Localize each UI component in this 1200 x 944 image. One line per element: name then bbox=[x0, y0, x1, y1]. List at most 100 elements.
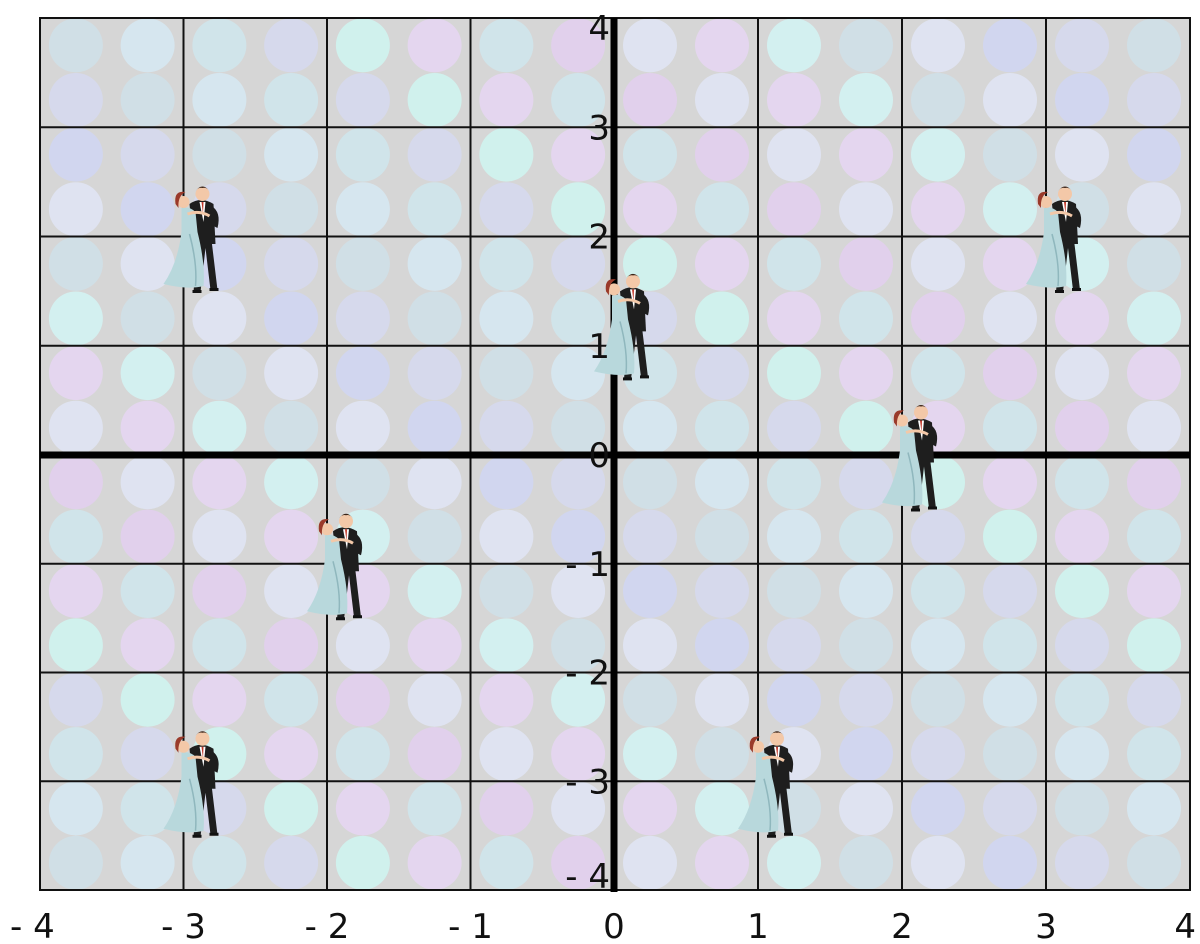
background-dot bbox=[264, 346, 319, 401]
background-dot bbox=[48, 72, 103, 127]
background-dot bbox=[120, 72, 175, 127]
background-dot bbox=[335, 346, 390, 401]
background-dot bbox=[48, 346, 103, 401]
background-dot bbox=[1127, 346, 1181, 401]
background-dot bbox=[695, 72, 749, 127]
background-dot bbox=[911, 72, 965, 127]
background-dot bbox=[120, 346, 175, 401]
background-dot bbox=[1055, 400, 1109, 455]
background-dot bbox=[1127, 455, 1181, 510]
background-dot bbox=[1127, 618, 1181, 673]
background-dot bbox=[695, 835, 749, 890]
background-dot bbox=[551, 672, 606, 727]
background-dot bbox=[407, 400, 462, 455]
background-dot bbox=[911, 236, 965, 291]
background-dot bbox=[1127, 400, 1181, 455]
background-dot bbox=[623, 455, 677, 510]
background-dot bbox=[623, 618, 677, 673]
background-dot bbox=[407, 127, 462, 182]
background-dot bbox=[407, 727, 462, 782]
background-dot bbox=[264, 236, 319, 291]
y-tick-label: 3 bbox=[588, 108, 610, 148]
y-tick-label: 0 bbox=[588, 436, 610, 476]
background-dot bbox=[407, 291, 462, 346]
y-tick-label: 2 bbox=[588, 218, 610, 258]
background-dot bbox=[479, 127, 534, 182]
background-dot bbox=[264, 72, 319, 127]
background-dot bbox=[1127, 563, 1181, 618]
x-tick-label: - 1 bbox=[448, 907, 493, 944]
background-dot bbox=[551, 127, 606, 182]
background-dot bbox=[983, 236, 1037, 291]
background-dot bbox=[407, 618, 462, 673]
background-dot bbox=[407, 18, 462, 73]
background-dot bbox=[192, 400, 247, 455]
background-dot bbox=[192, 72, 247, 127]
background-dot bbox=[192, 509, 247, 564]
background-dot bbox=[407, 72, 462, 127]
background-dot bbox=[983, 563, 1037, 618]
background-dot bbox=[839, 72, 893, 127]
background-dot bbox=[1055, 72, 1109, 127]
background-dot bbox=[983, 618, 1037, 673]
background-dot bbox=[551, 291, 606, 346]
background-dot bbox=[1127, 236, 1181, 291]
background-dot bbox=[407, 835, 462, 890]
background-dot bbox=[479, 72, 534, 127]
background-dot bbox=[983, 346, 1037, 401]
background-dot bbox=[911, 291, 965, 346]
background-dot bbox=[1127, 18, 1181, 73]
background-dot bbox=[120, 672, 175, 727]
background-dot bbox=[479, 346, 534, 401]
background-dot bbox=[695, 618, 749, 673]
background-dot bbox=[1127, 127, 1181, 182]
background-dot bbox=[479, 236, 534, 291]
y-tick-label: - 2 bbox=[565, 654, 610, 694]
background-dot bbox=[1055, 672, 1109, 727]
background-dot bbox=[551, 72, 606, 127]
background-dot bbox=[695, 182, 749, 237]
background-dot bbox=[120, 18, 175, 73]
background-dot bbox=[48, 618, 103, 673]
background-dot bbox=[695, 346, 749, 401]
background-dot bbox=[695, 672, 749, 727]
background-dot bbox=[911, 618, 965, 673]
x-tick-label: - 2 bbox=[305, 907, 350, 944]
background-dot bbox=[983, 400, 1037, 455]
background-dot bbox=[983, 835, 1037, 890]
background-dot bbox=[120, 291, 175, 346]
background-dot bbox=[911, 672, 965, 727]
background-dot bbox=[767, 346, 821, 401]
background-dot bbox=[983, 672, 1037, 727]
background-dot bbox=[911, 727, 965, 782]
background-dot bbox=[839, 400, 893, 455]
background-dot bbox=[192, 346, 247, 401]
background-dot bbox=[264, 455, 319, 510]
x-tick-label: 1 bbox=[747, 907, 769, 944]
background-dot bbox=[1127, 291, 1181, 346]
background-dot bbox=[1055, 563, 1109, 618]
background-dot bbox=[335, 727, 390, 782]
background-dot bbox=[120, 236, 175, 291]
background-dot bbox=[983, 18, 1037, 73]
background-dot bbox=[120, 182, 175, 237]
background-dot bbox=[48, 236, 103, 291]
background-dot bbox=[911, 509, 965, 564]
x-tick-label: 0 bbox=[603, 907, 625, 944]
background-dot bbox=[839, 455, 893, 510]
background-dot bbox=[1055, 346, 1109, 401]
background-dot bbox=[623, 400, 677, 455]
background-dot bbox=[767, 72, 821, 127]
background-dot bbox=[192, 291, 247, 346]
background-dot bbox=[479, 400, 534, 455]
background-dot bbox=[264, 291, 319, 346]
background-dot bbox=[479, 18, 534, 73]
background-dot bbox=[264, 781, 319, 836]
background-dot bbox=[335, 835, 390, 890]
background-dot bbox=[1055, 127, 1109, 182]
background-dot bbox=[335, 182, 390, 237]
background-dot bbox=[264, 182, 319, 237]
background-dot bbox=[767, 18, 821, 73]
